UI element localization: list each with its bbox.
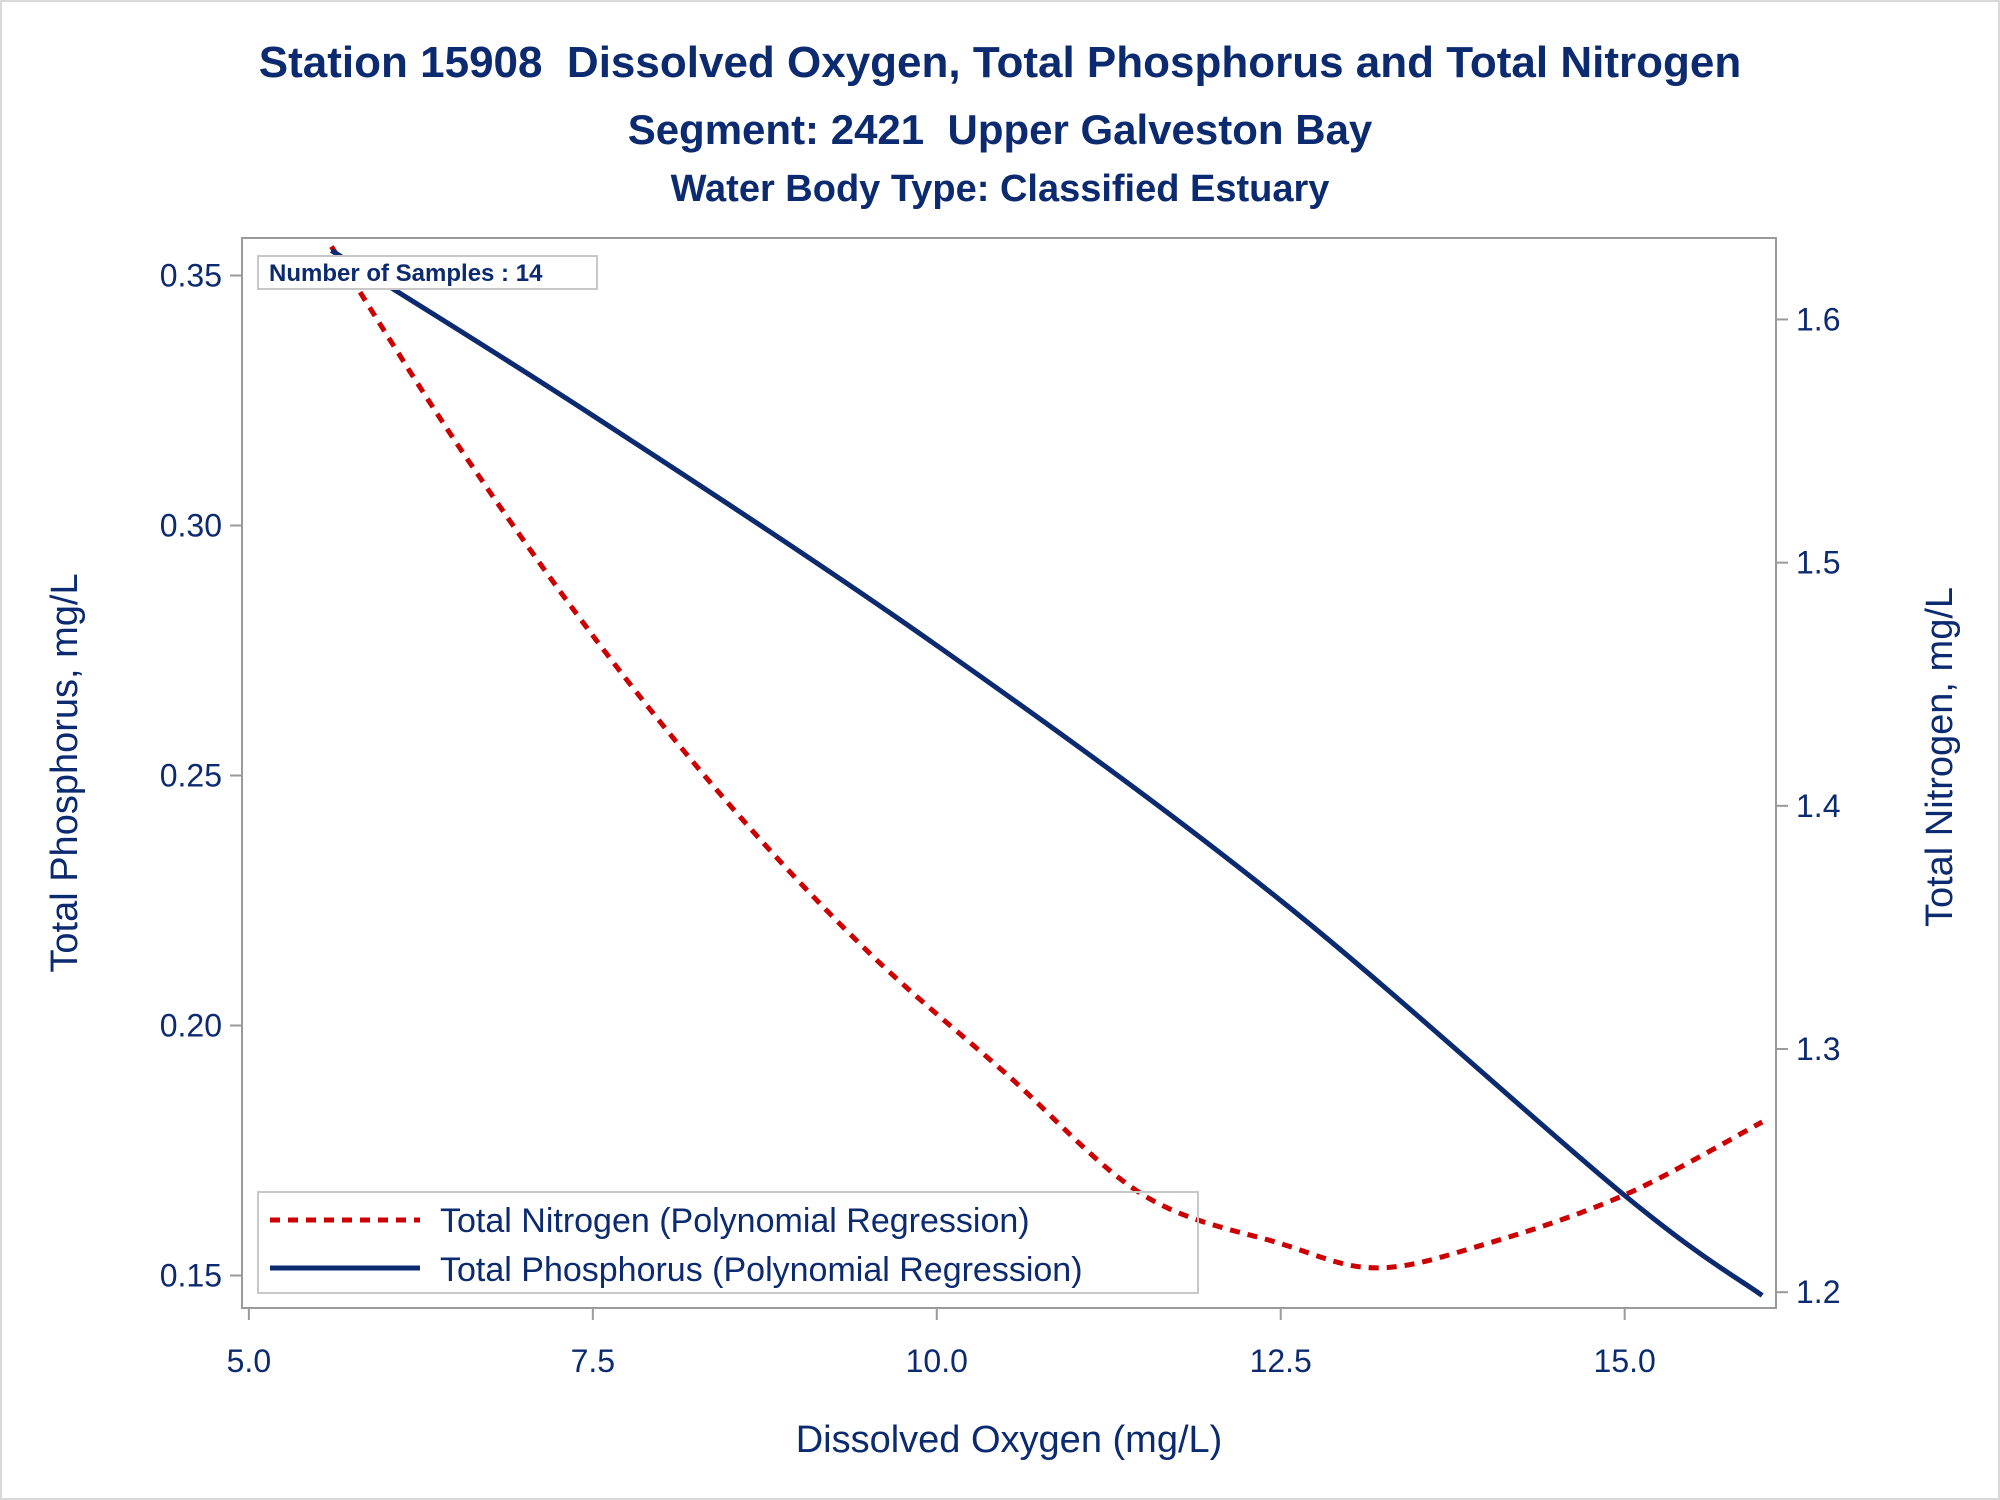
y-right-tick-label-1: 1.3	[1796, 1031, 1840, 1067]
y-axis-left-label: Total Phosphorus, mg/L	[44, 573, 86, 972]
y-right-tick-label-3: 1.5	[1796, 545, 1840, 581]
x-axis: 5.0 7.5 10.0 12.5 15.0	[227, 1308, 1656, 1379]
legend: Total Nitrogen (Polynomial Regression) T…	[257, 1191, 1199, 1294]
sample-count-box: Number of Samples : 14	[257, 255, 598, 290]
y-left-tick-label-4: 0.35	[160, 258, 222, 294]
x-axis-label: Dissolved Oxygen (mg/L)	[796, 1419, 1223, 1461]
legend-label-phosphorus: Total Phosphorus (Polynomial Regression)	[440, 1251, 1083, 1289]
series-line-total-phosphorus	[330, 248, 1764, 1298]
x-tick-label-3: 12.5	[1250, 1343, 1312, 1379]
x-tick-label-2: 10.0	[906, 1343, 968, 1379]
y-left-tick-label-3: 0.30	[160, 508, 222, 544]
legend-label-nitrogen: Total Nitrogen (Polynomial Regression)	[440, 1202, 1030, 1240]
y-left-tick-label-0: 0.15	[160, 1258, 222, 1294]
y-right-tick-label-4: 1.6	[1796, 301, 1840, 337]
y-axis-right-label: Total Nitrogen, mg/L	[1919, 587, 1961, 927]
legend-box	[257, 1191, 1199, 1294]
y-left-tick-label-2: 0.25	[160, 758, 222, 794]
x-tick-label-1: 7.5	[571, 1343, 615, 1379]
x-tick-label-4: 15.0	[1594, 1343, 1656, 1379]
y-right-tick-label-2: 1.4	[1796, 788, 1840, 824]
y-axis-left: 0.15 0.20 0.25 0.30 0.35	[160, 258, 242, 1294]
y-axis-right: 1.2 1.3 1.4 1.5 1.6	[1776, 301, 1840, 1310]
chart-subtitle-2: Water Body Type: Classified Estuary	[670, 168, 1330, 210]
sample-count-text: Number of Samples : 14	[269, 260, 543, 287]
chart-title: Station 15908 Dissolved Oxygen, Total Ph…	[258, 38, 1742, 87]
series-layer	[329, 245, 1764, 1298]
plot-area-border	[241, 237, 1777, 1309]
y-right-tick-label-0: 1.2	[1796, 1274, 1840, 1310]
y-left-tick-label-1: 0.20	[160, 1008, 222, 1044]
x-tick-label-0: 5.0	[227, 1343, 271, 1379]
series-line-total-nitrogen	[329, 245, 1764, 1271]
chart-subtitle: Segment: 2421 Upper Galveston Bay	[627, 106, 1373, 153]
